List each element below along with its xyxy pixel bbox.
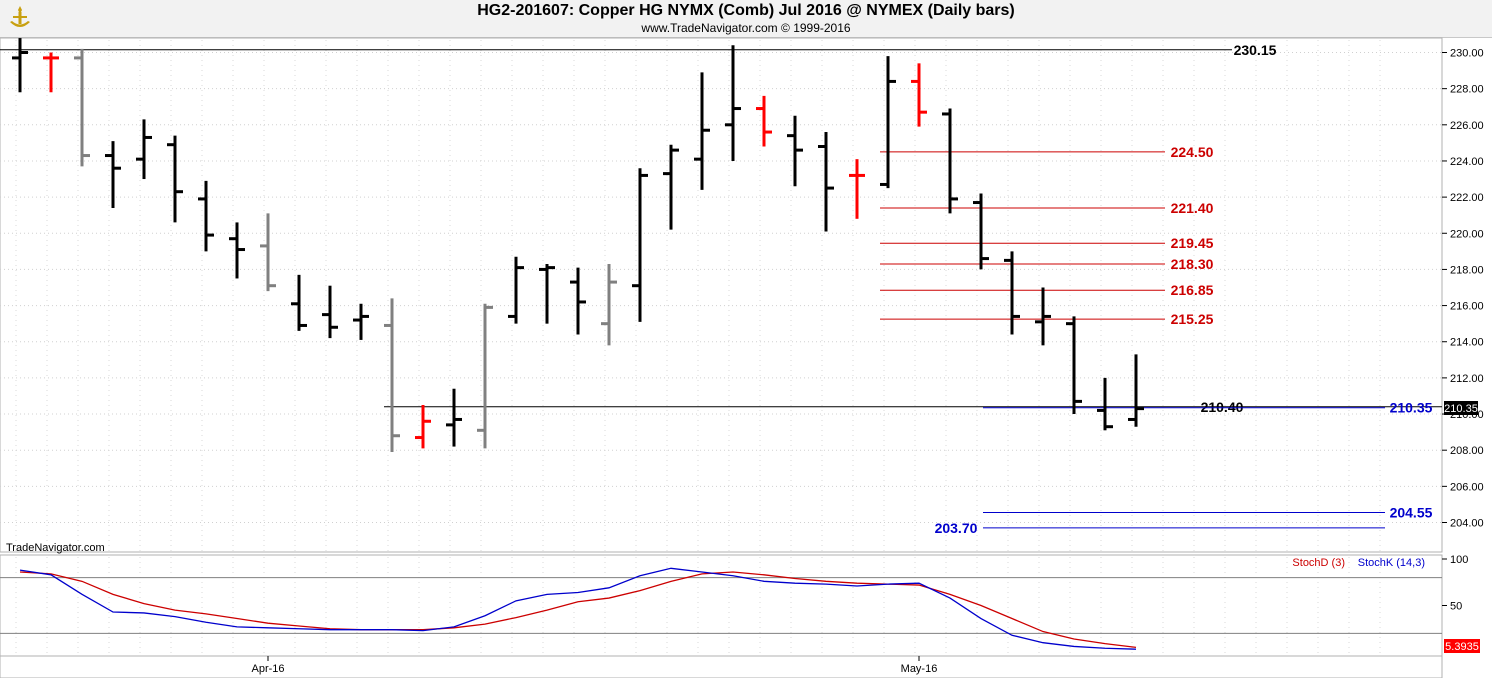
chart-subtitle: www.TradeNavigator.com © 1999-2016 [641, 21, 851, 35]
ohlc-bar [818, 132, 834, 232]
level-label: 221.40 [1171, 200, 1214, 216]
stoch-series-line [19, 571, 1137, 648]
price-axis-label: 208.00 [1450, 445, 1484, 457]
price-axis-label: 214.00 [1450, 337, 1484, 349]
stochastic-panel [0, 554, 1443, 657]
ohlc-bar [601, 264, 617, 346]
ohlc-bar [1066, 316, 1082, 415]
ohlc-bar [229, 222, 245, 279]
stochastic-lines [19, 567, 1137, 650]
level-label: 230.15 [1234, 42, 1277, 58]
level-label: 210.35 [1390, 400, 1433, 416]
price-axis-label: 226.00 [1450, 120, 1484, 132]
ohlc-bar [570, 267, 586, 335]
price-axis-label: 212.00 [1450, 373, 1484, 385]
ohlc-bar [446, 388, 462, 447]
date-label: May-16 [901, 663, 938, 675]
last-stoch-tag-text: 5.3935 [1445, 641, 1479, 653]
ohlc-bar [508, 256, 524, 324]
price-levels: 230.15 224.50 221.40 219.45 218.30 216.85 215.… [0, 42, 1442, 536]
ohlc-bar [291, 274, 307, 331]
ohlc-bar [1097, 377, 1113, 431]
stoch-legend: StochD (3) StochK (14,3) [1292, 557, 1425, 569]
ohlc-bar [973, 193, 989, 270]
price-axis-label: 206.00 [1450, 481, 1484, 493]
chart-title: HG2-201607: Copper HG NYMX (Comb) Jul 20… [477, 2, 1015, 19]
price-axis-label: 218.00 [1450, 264, 1484, 276]
ohlc-bar [105, 141, 121, 208]
ohlc-bar [322, 285, 338, 339]
price-axis-label: 230.00 [1450, 48, 1484, 60]
price-axis-label: 220.00 [1450, 228, 1484, 240]
stoch-series-line [19, 567, 1137, 650]
ohlc-bar [43, 52, 59, 93]
tradenavigator-logo-icon [10, 6, 30, 27]
ohlc-bar [539, 264, 555, 324]
ohlc-bar [942, 108, 958, 214]
ohlc-bar [880, 56, 896, 189]
price-axis: 204.00206.00208.00210.00212.00214.00216.… [1442, 48, 1484, 530]
date-axis [0, 655, 1443, 678]
stoch-axis-label: 100 [1450, 554, 1468, 566]
price-axis-label: 216.00 [1450, 301, 1484, 313]
ohlc-bar [136, 119, 152, 180]
ohlc-bar [1128, 354, 1144, 427]
ohlc-bar [632, 168, 648, 322]
price-axis-label: 224.00 [1450, 156, 1484, 168]
x-axis-labels: Apr-16 May-16 [251, 656, 937, 675]
price-axis-label: 222.00 [1450, 192, 1484, 204]
ohlc-bar [1035, 287, 1051, 346]
ohlc-bar [911, 63, 927, 127]
ohlc-bar [12, 38, 28, 93]
level-label: 204.55 [1390, 505, 1433, 521]
price-axis-label: 228.00 [1450, 84, 1484, 96]
ohlc-bar [167, 135, 183, 223]
last-price-tag-text: 210.35 [1444, 403, 1478, 415]
ohlc-bar [477, 303, 493, 449]
last-price-tag: 210.35 [1444, 401, 1478, 415]
stochastic-grid [0, 557, 1442, 655]
legend-stochk: StochK (14,3) [1358, 557, 1425, 569]
date-label: Apr-16 [251, 663, 284, 675]
level-label: 218.30 [1171, 256, 1214, 272]
footer-brand: TradeNavigator.com [6, 542, 105, 554]
level-label: 216.85 [1171, 282, 1214, 298]
ohlc-bar [787, 115, 803, 187]
ohlc-bar [756, 95, 772, 147]
ohlc-bar [384, 298, 400, 452]
ohlc-bar [260, 213, 276, 292]
ohlc-bar [415, 405, 431, 449]
ohlc-bar [353, 303, 369, 340]
ohlc-bar [1004, 251, 1020, 335]
level-label: 215.25 [1171, 311, 1214, 327]
stochastic-axis: 100 50 [1442, 554, 1468, 613]
ohlc-bar [663, 144, 679, 230]
ohlc-bar [849, 159, 865, 219]
ohlc-bar [725, 45, 741, 161]
price-axis-label: 204.00 [1450, 518, 1484, 530]
ohlc-bars [12, 38, 1144, 452]
last-stoch-tag: 5.3935 [1444, 639, 1480, 653]
level-label: 224.50 [1171, 144, 1214, 160]
stoch-axis-label: 50 [1450, 601, 1462, 613]
price-panel [0, 37, 1443, 553]
level-label: 210.40 [1201, 399, 1244, 415]
ohlc-bar [694, 72, 710, 190]
ohlc-bar [74, 48, 90, 167]
legend-stochd: StochD (3) [1292, 557, 1345, 569]
level-label: 203.70 [935, 520, 978, 536]
level-label: 219.45 [1171, 235, 1214, 251]
price-grid [0, 40, 1442, 552]
ohlc-bar [198, 180, 214, 252]
